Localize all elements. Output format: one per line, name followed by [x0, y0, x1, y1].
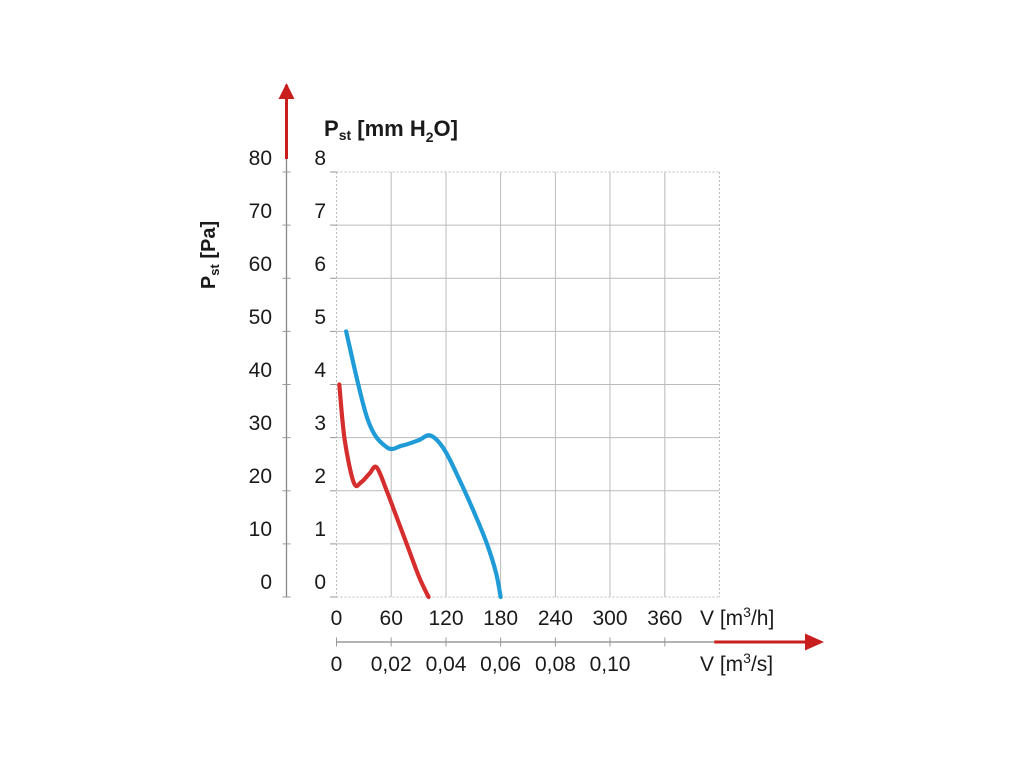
- svg-text:60: 60: [249, 253, 272, 276]
- svg-text:Pst [mm H2O]: Pst [mm H2O]: [324, 116, 458, 145]
- svg-text:4: 4: [314, 359, 326, 382]
- svg-text:3: 3: [314, 412, 326, 435]
- svg-text:V [m3/s]: V [m3/s]: [700, 650, 773, 676]
- svg-text:2: 2: [314, 465, 326, 488]
- svg-text:50: 50: [249, 306, 272, 329]
- svg-text:8: 8: [314, 147, 326, 170]
- svg-text:300: 300: [592, 607, 627, 630]
- svg-text:0: 0: [314, 571, 326, 594]
- svg-text:70: 70: [249, 200, 272, 223]
- svg-text:0,10: 0,10: [590, 653, 631, 676]
- svg-text:0,04: 0,04: [426, 653, 467, 676]
- svg-text:1: 1: [314, 518, 326, 541]
- svg-text:30: 30: [249, 412, 272, 435]
- svg-text:20: 20: [249, 465, 272, 488]
- svg-text:40: 40: [249, 359, 272, 382]
- svg-text:60: 60: [380, 607, 403, 630]
- svg-text:80: 80: [249, 147, 272, 170]
- svg-text:120: 120: [428, 607, 463, 630]
- svg-text:0,08: 0,08: [535, 653, 576, 676]
- svg-text:10: 10: [249, 518, 272, 541]
- svg-text:0: 0: [331, 653, 343, 676]
- svg-text:V [m3/h]: V [m3/h]: [700, 604, 774, 630]
- svg-text:Pst [Pa]: Pst [Pa]: [198, 221, 222, 289]
- svg-text:6: 6: [314, 253, 326, 276]
- svg-text:0,02: 0,02: [371, 653, 412, 676]
- svg-text:360: 360: [647, 607, 682, 630]
- svg-text:0,06: 0,06: [480, 653, 521, 676]
- svg-text:0: 0: [331, 607, 343, 630]
- svg-text:0: 0: [260, 571, 272, 594]
- svg-text:180: 180: [483, 607, 518, 630]
- svg-text:240: 240: [538, 607, 573, 630]
- svg-text:5: 5: [314, 306, 326, 329]
- svg-text:7: 7: [314, 200, 326, 223]
